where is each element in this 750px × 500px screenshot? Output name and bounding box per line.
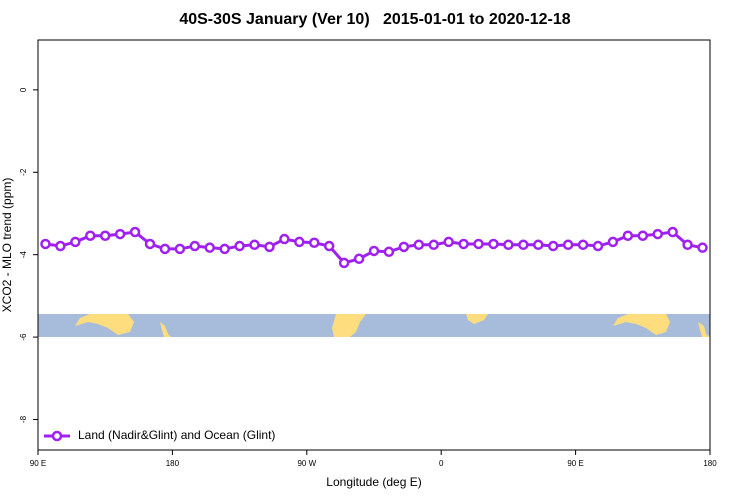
data-point xyxy=(129,226,141,238)
x-tick-label: 0 xyxy=(439,459,444,468)
data-point xyxy=(622,230,634,241)
data-point xyxy=(159,243,171,255)
legend-marker xyxy=(51,430,63,442)
data-point xyxy=(488,238,499,250)
data-point xyxy=(174,243,186,255)
data-point xyxy=(144,238,156,250)
data-point xyxy=(682,239,693,251)
data-point xyxy=(85,230,96,241)
data-point xyxy=(368,245,380,257)
data-point xyxy=(697,242,708,253)
data-point xyxy=(592,240,604,252)
data-point xyxy=(249,239,260,251)
data-point xyxy=(279,233,290,245)
x-tick-label: 180 xyxy=(166,459,180,468)
data-point xyxy=(503,239,514,251)
data-point xyxy=(40,238,51,250)
map-strip xyxy=(38,314,710,337)
data-point xyxy=(219,243,230,255)
data-point xyxy=(533,239,544,251)
data-point xyxy=(383,246,395,258)
data-point xyxy=(294,236,305,248)
data-point xyxy=(652,228,663,240)
data-point xyxy=(667,226,678,238)
data-point xyxy=(353,253,365,265)
data-point xyxy=(458,238,469,250)
data-point xyxy=(547,240,559,252)
data-point xyxy=(473,238,484,250)
data-point xyxy=(577,239,589,251)
y-tick-label: -8 xyxy=(19,415,28,423)
data-point xyxy=(99,230,111,241)
data-point xyxy=(264,241,275,253)
data-point xyxy=(323,240,335,252)
data-point xyxy=(234,240,245,252)
data-point xyxy=(518,239,529,251)
data-point xyxy=(204,242,215,253)
legend-label: Land (Nadir&Glint) and Ocean (Glint) xyxy=(78,428,275,442)
x-tick-label: 90 E xyxy=(30,459,46,468)
data-point xyxy=(637,230,649,241)
y-tick-label: -2 xyxy=(19,168,28,176)
data-point xyxy=(398,241,410,253)
x-tick-label: 90 W xyxy=(297,459,316,468)
data-point xyxy=(55,240,66,252)
data-point xyxy=(309,237,320,248)
y-axis-label: XCO2 - MLO trend (ppm) xyxy=(0,178,14,313)
data-point xyxy=(607,236,619,248)
plot-frame xyxy=(37,39,711,451)
x-axis-label: Longitude (deg E) xyxy=(326,475,421,489)
data-point xyxy=(338,257,350,269)
chart-title: 40S-30S January (Ver 10) 2015-01-01 to 2… xyxy=(179,11,570,28)
data-point xyxy=(428,239,439,251)
data-point xyxy=(114,228,126,240)
y-tick-label: -4 xyxy=(19,251,28,259)
y-tick-label: -6 xyxy=(19,333,28,341)
data-point xyxy=(562,239,574,251)
x-tick-label: 90 E xyxy=(567,459,583,468)
data-point xyxy=(443,236,454,248)
data-point xyxy=(189,240,201,252)
y-tick-label: 0 xyxy=(19,87,28,92)
data-point xyxy=(413,239,425,251)
data-point xyxy=(70,236,81,248)
x-tick-label: 180 xyxy=(703,459,717,468)
